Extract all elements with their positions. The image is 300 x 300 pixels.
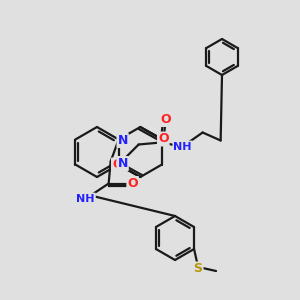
Text: O: O	[160, 113, 171, 126]
Text: NH: NH	[173, 142, 192, 152]
Text: NH: NH	[76, 194, 95, 203]
Text: O: O	[158, 133, 169, 146]
Text: N: N	[118, 157, 128, 170]
Text: N: N	[118, 134, 128, 147]
Text: O: O	[112, 158, 123, 172]
Text: S: S	[194, 262, 202, 275]
Text: O: O	[127, 177, 138, 190]
